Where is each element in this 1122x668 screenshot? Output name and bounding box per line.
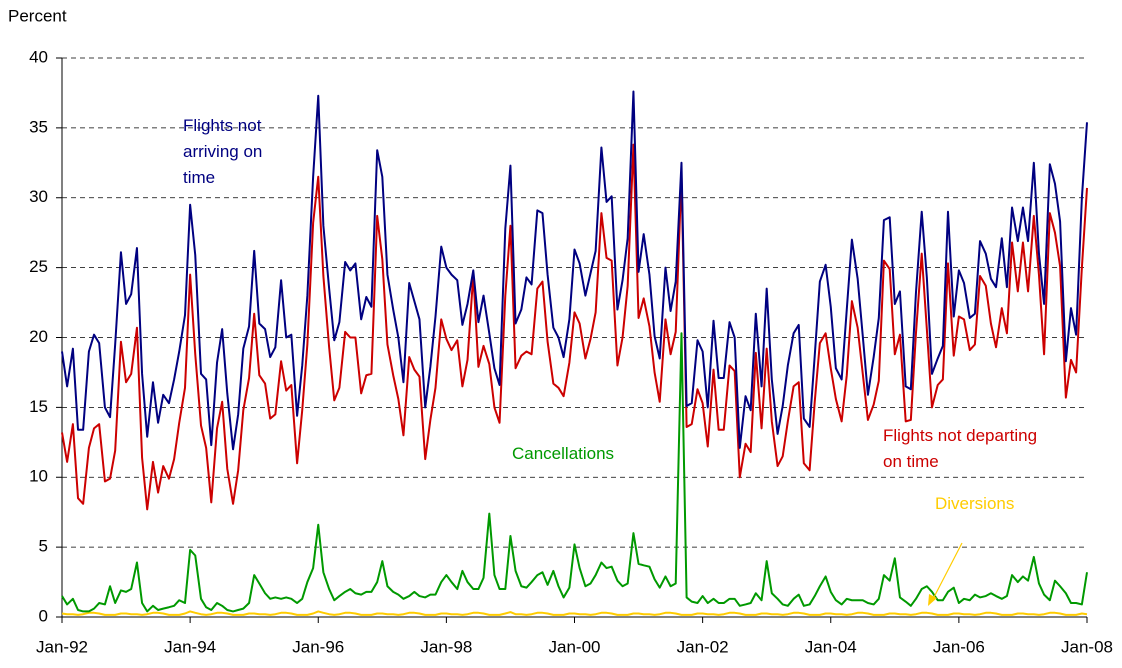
series-line (61, 143, 1088, 511)
series-label: Cancellations (512, 444, 614, 463)
annotation-arrowhead (928, 594, 937, 606)
y-tick-label: 15 (29, 397, 48, 416)
y-axis-label: Percent (8, 6, 67, 25)
x-tick-label: Jan-04 (805, 637, 857, 656)
y-tick-label: 35 (29, 117, 48, 136)
annotation-arrow (931, 542, 963, 602)
series-label: Diversions (935, 494, 1014, 513)
y-tick-label: 20 (29, 327, 48, 346)
x-tick-label: Jan-08 (1061, 637, 1113, 656)
y-tick-label: 10 (29, 467, 48, 486)
y-tick-label: 40 (29, 47, 48, 66)
x-tick-label: Jan-92 (36, 637, 88, 656)
series-label: Flights not arriving on time (183, 116, 262, 187)
x-tick-label: Jan-94 (164, 637, 216, 656)
x-tick-label: Jan-02 (677, 637, 729, 656)
y-tick-label: 25 (29, 257, 48, 276)
y-tick-label: 0 (39, 606, 48, 625)
series-line (61, 332, 1088, 613)
x-tick-label: Jan-06 (933, 637, 985, 656)
y-tick-label: 30 (29, 187, 48, 206)
series-line (61, 90, 1088, 451)
series-label: Flights not departing on time (883, 426, 1037, 471)
y-tick-label: 5 (39, 537, 48, 556)
series-line (61, 610, 1088, 616)
x-tick-label: Jan-98 (420, 637, 472, 656)
x-tick-label: Jan-00 (549, 637, 601, 656)
x-tick-label: Jan-96 (292, 637, 344, 656)
